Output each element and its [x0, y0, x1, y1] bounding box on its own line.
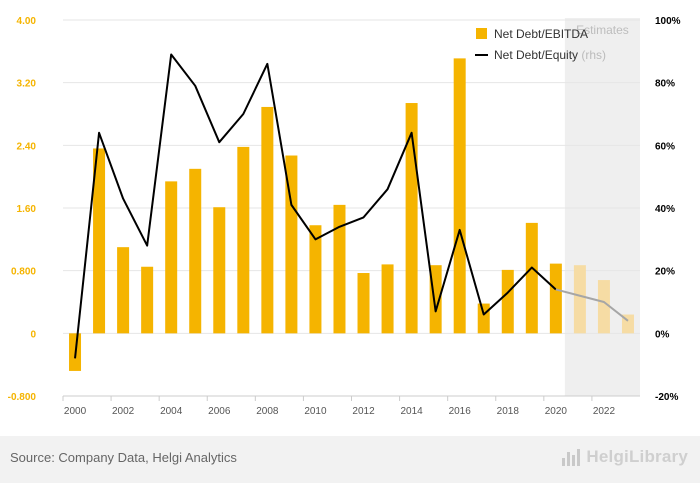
y-right-tick-label: 0%: [655, 329, 670, 340]
estimates-band: [564, 18, 640, 396]
helgi-library-logo: HelgiLibrary: [560, 446, 688, 468]
y-left-tick-label: 2.40: [17, 141, 37, 152]
line-estimate: [555, 288, 629, 322]
x-tick-label: 2018: [497, 406, 520, 417]
x-tick-label: 2000: [64, 406, 87, 417]
legend: Net Debt/EBITDA Net Debt/Equity (rhs): [475, 27, 606, 62]
y-left-tick-label: 4.00: [17, 16, 37, 27]
legend-label-line: Net Debt/Equity (rhs): [494, 48, 606, 62]
bar: [477, 303, 490, 334]
bar: [333, 204, 346, 334]
bar: [597, 280, 610, 334]
bar: [261, 106, 274, 334]
y-left-tick-label: 0.800: [11, 267, 36, 278]
bar: [285, 155, 298, 334]
bar: [381, 264, 394, 334]
bar: [573, 265, 586, 334]
bar: [213, 207, 226, 334]
y-right-tick-label: 100%: [655, 16, 681, 27]
x-tick-label: 2002: [112, 406, 135, 417]
x-tick-label: 2006: [208, 406, 231, 417]
y-left-tick-label: 1.60: [17, 204, 37, 215]
x-tick-label: 2004: [160, 406, 183, 417]
legend-label-bar: Net Debt/EBITDA: [494, 27, 588, 41]
y-right-tick-label: 20%: [655, 267, 675, 278]
x-tick-label: 2020: [545, 406, 568, 417]
x-tick-label: 2012: [352, 406, 375, 417]
logo-text: HelgiLibrary: [586, 447, 688, 466]
footer: Source: Company Data, Helgi Analytics He…: [0, 436, 700, 483]
line-series: [74, 53, 629, 359]
x-axis: 2000 2002 2004 2006 2008 2010 2012 2014 2016 2018…: [62, 395, 640, 417]
bar: [189, 168, 202, 334]
chart: Estimates -0.800 0 0.800 1.60 2.40 3.20 4.00 -…: [8, 16, 681, 417]
y-right-tick-label: 80%: [655, 79, 675, 90]
source-note: Source: Company Data, Helgi Analytics: [10, 450, 237, 465]
x-tick-label: 2022: [593, 406, 616, 417]
bar: [453, 58, 466, 334]
bar: [525, 222, 538, 334]
y-left-tick-label: 3.20: [17, 79, 37, 90]
y-right-tick-label: 40%: [655, 204, 675, 215]
estimates-label: Estimates: [576, 23, 629, 37]
x-tick-label: 2016: [449, 406, 472, 417]
y-axis-right: -20% 0% 20% 40% 60% 80% 100%: [655, 16, 681, 403]
bar-chart-logo-icon: [562, 449, 581, 466]
bar: [357, 273, 370, 334]
bar: [309, 225, 322, 334]
bar: [165, 181, 178, 334]
x-tick-label: 2014: [400, 406, 423, 417]
x-tick-label: 2008: [256, 406, 279, 417]
legend-swatch-bar: [476, 28, 487, 39]
x-tick-label: 2010: [304, 406, 327, 417]
bar: [117, 247, 130, 334]
gridlines: [63, 19, 640, 397]
y-left-tick-label: 0: [30, 329, 36, 340]
y-axis-left: -0.800 0 0.800 1.60 2.40 3.20 4.00: [8, 16, 37, 403]
bar: [549, 263, 562, 334]
y-right-tick-label: -20%: [655, 392, 678, 403]
bar-series: [69, 58, 634, 371]
y-right-tick-label: 60%: [655, 141, 675, 152]
y-left-tick-label: -0.800: [8, 392, 37, 403]
bar: [141, 266, 154, 334]
bar: [501, 269, 514, 334]
bar: [93, 148, 106, 334]
bar: [237, 146, 250, 334]
